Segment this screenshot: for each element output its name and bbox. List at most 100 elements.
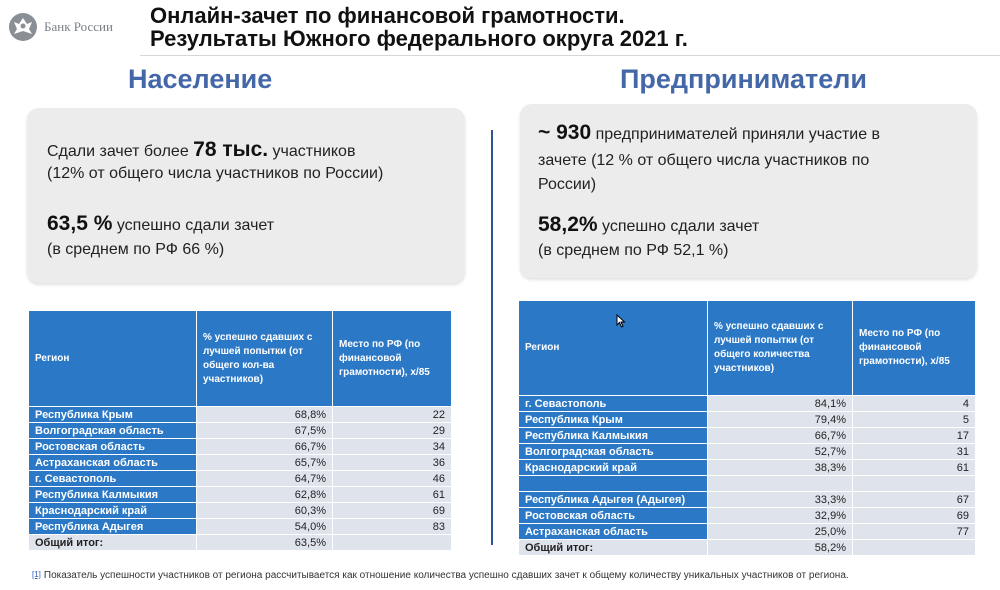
footnote-ref-link[interactable]: [1] (32, 570, 41, 579)
percent-cell: 79,4% (707, 411, 853, 428)
table-total-row: Общий итог: 63,5% (28, 534, 452, 551)
table-row: Краснодарский край 38,3% 61 (518, 459, 976, 476)
success-rate: 58,2% (538, 213, 598, 236)
summary-line: Сдали зачет более 78 тыс. участников (47, 139, 355, 163)
rank-cell: 83 (332, 518, 452, 535)
total-rank (852, 539, 976, 556)
population-results-table: Регион % успешно сдавших с лучшей попытк… (28, 310, 452, 551)
region-cell: Республика Крым (28, 406, 197, 423)
total-rank (332, 534, 452, 551)
success-rate: 63,5 % (47, 212, 113, 235)
summary-line: России) (538, 176, 597, 193)
summary-text: успешно сдали зачет (597, 218, 760, 235)
percent-cell: 25,0% (707, 523, 853, 540)
entrepreneurs-results-table: Регион % успешно сдавших с лучшей попытк… (518, 300, 976, 556)
entrepreneurs-summary-card: ~ 930 предпринимателей приняли участие в… (520, 104, 977, 278)
table-row: Ростовская область 66,7% 34 (28, 438, 452, 455)
table-row: Республика Крым 68,8% 22 (28, 406, 452, 423)
total-label: Общий итог: (28, 534, 197, 551)
total-percent: 58,2% (707, 539, 853, 556)
table-row: Краснодарский край 60,3% 69 (28, 502, 452, 519)
rank-cell: 5 (852, 411, 976, 428)
summary-line: зачете (12 % от общего числа участников … (538, 152, 870, 169)
brand-name: Банк России (44, 19, 113, 34)
total-percent: 63,5% (196, 534, 333, 551)
table-header-row: Регион % успешно сдавших с лучшей попытк… (518, 300, 976, 396)
summary-text: предпринимателей приняли участие в (591, 126, 881, 143)
population-heading: Население (128, 64, 273, 94)
entrepreneurs-heading: Предприниматели (620, 64, 867, 94)
region-cell: г. Севастополь (518, 395, 708, 412)
region-cell: г. Севастополь (28, 470, 197, 487)
bank-logo: Банк России (8, 12, 113, 42)
summary-line: 63,5 % успешно сдали зачет (47, 213, 274, 237)
percent-cell: 54,0% (196, 518, 333, 535)
column-header: Регион (28, 310, 197, 407)
column-header: Место по РФ (по финансовой грамотности),… (852, 300, 976, 396)
region-cell: Республика Адыгея (Адыгея) (518, 491, 708, 508)
table-row: Астраханская область 65,7% 36 (28, 454, 452, 471)
table-row: Волгоградская область 52,7% 31 (518, 443, 976, 460)
region-cell: Ростовская область (518, 507, 708, 524)
rank-cell: 34 (332, 438, 452, 455)
rank-cell: 77 (852, 523, 976, 540)
region-cell: Краснодарский край (518, 459, 708, 476)
summary-line: 58,2% успешно сдали зачет (538, 214, 759, 238)
region-cell: Астраханская область (28, 454, 197, 471)
rank-cell-empty (852, 475, 976, 492)
participants-count: ~ 930 (538, 121, 592, 144)
column-header: Место по РФ (по финансовой грамотности),… (332, 310, 452, 407)
rank-cell: 22 (332, 406, 452, 423)
percent-cell: 66,7% (196, 438, 333, 455)
percent-cell: 33,3% (707, 491, 853, 508)
table-row: г. Севастополь 64,7% 46 (28, 470, 452, 487)
table-row: Республика Калмыкия 66,7% 17 (518, 427, 976, 444)
table-row: Республика Адыгея (Адыгея) 33,3% 67 (518, 491, 976, 508)
total-label: Общий итог: (518, 539, 708, 556)
summary-text: Сдали зачет более (47, 143, 194, 160)
header-divider (140, 55, 1000, 56)
column-header: Регион (518, 300, 708, 396)
region-cell: Республика Калмыкия (518, 427, 708, 444)
table-row: Республика Адыгея 54,0% 83 (28, 518, 452, 535)
summary-line: ~ 930 предпринимателей приняли участие в (538, 122, 880, 146)
rank-cell: 67 (852, 491, 976, 508)
region-cell: Астраханская область (518, 523, 708, 540)
page-title: Онлайн-зачет по финансовой грамотности. … (150, 4, 688, 50)
summary-line: (в среднем по РФ 66 %) (47, 241, 225, 258)
summary-line: (в среднем по РФ 52,1 %) (538, 242, 729, 259)
region-cell: Республика Крым (518, 411, 708, 428)
column-header: % успешно сдавших с лучшей попытки (от о… (707, 300, 853, 396)
region-cell: Республика Адыгея (28, 518, 197, 535)
mouse-cursor-icon (616, 314, 626, 328)
rank-cell: 61 (852, 459, 976, 476)
region-cell: Волгоградская область (28, 422, 197, 439)
percent-cell: 52,7% (707, 443, 853, 460)
percent-cell: 64,7% (196, 470, 333, 487)
table-row: Республика Калмыкия 62,8% 61 (28, 486, 452, 503)
percent-cell: 68,8% (196, 406, 333, 423)
footnote-text: Показатель успешности участников от реги… (43, 570, 849, 581)
percent-cell: 84,1% (707, 395, 853, 412)
percent-cell: 32,9% (707, 507, 853, 524)
summary-text: участников (268, 143, 356, 160)
percent-cell: 66,7% (707, 427, 853, 444)
title-line-1: Онлайн-зачет по финансовой грамотности. (150, 3, 625, 28)
region-cell: Волгоградская область (518, 443, 708, 460)
column-divider (491, 130, 493, 545)
footnote: [1] Показатель успешности участников от р… (32, 570, 849, 581)
rank-cell: 69 (332, 502, 452, 519)
rank-cell: 36 (332, 454, 452, 471)
title-line-2: Результаты Южного федерального округа 20… (150, 26, 688, 51)
percent-cell: 60,3% (196, 502, 333, 519)
rank-cell: 4 (852, 395, 976, 412)
table-row: Ростовская область 32,9% 69 (518, 507, 976, 524)
region-cell: Республика Калмыкия (28, 486, 197, 503)
region-cell-empty (518, 475, 708, 492)
rank-cell: 17 (852, 427, 976, 444)
column-header: % успешно сдавших с лучшей попытки (от о… (196, 310, 333, 407)
population-summary-card: Сдали зачет более 78 тыс. участников (12… (27, 108, 465, 283)
summary-text: успешно сдали зачет (112, 217, 275, 234)
rank-cell: 61 (332, 486, 452, 503)
table-row: г. Севастополь 84,1% 4 (518, 395, 976, 412)
